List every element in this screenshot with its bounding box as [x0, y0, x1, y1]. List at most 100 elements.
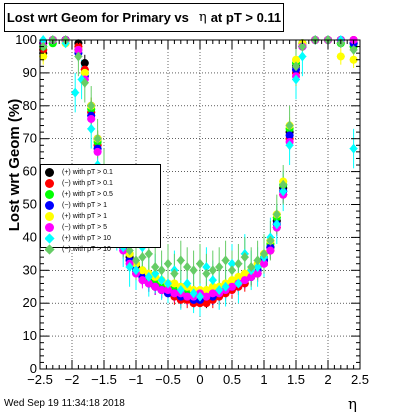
y-tick-label: 40: [23, 229, 37, 244]
timestamp: Wed Sep 19 11:34:18 2018: [4, 398, 125, 409]
legend-marker: [45, 190, 54, 199]
data-point: [279, 186, 288, 197]
data-point: [202, 286, 211, 295]
data-markers: [39, 35, 358, 308]
x-tick-label: −1: [129, 372, 144, 387]
data-point: [157, 275, 166, 286]
data-point: [196, 258, 204, 269]
data-point: [74, 45, 83, 54]
legend-entry: (−) with pT > 0.1: [45, 178, 160, 189]
data-point: [253, 269, 262, 278]
data-point: [87, 100, 96, 111]
data-point: [215, 285, 224, 296]
legend-label: (−) with pT > 1: [62, 202, 108, 209]
x-tick-label: 2: [324, 372, 331, 387]
data-point: [138, 266, 147, 275]
legend-marker: [45, 168, 54, 177]
data-point: [87, 114, 96, 123]
legend-marker: [45, 201, 54, 210]
data-point: [208, 275, 217, 286]
data-point: [170, 268, 179, 279]
legend-label: (−) with pT > 0.1: [62, 180, 113, 187]
data-point: [202, 262, 211, 273]
data-point: [240, 276, 249, 285]
data-point: [292, 74, 300, 85]
data-point: [272, 219, 281, 230]
data-point: [189, 265, 198, 276]
data-point: [292, 61, 300, 72]
data-point: [285, 131, 294, 140]
data-point: [157, 265, 166, 276]
chart-title-main: Lost wrt Geom for Primary vs: [6, 10, 189, 25]
legend-entry: (−) with pT > 1: [45, 200, 160, 211]
data-point: [266, 235, 275, 246]
data-point: [298, 41, 307, 52]
y-tick-label: 80: [23, 98, 37, 113]
legend-marker: [45, 212, 54, 221]
data-point: [240, 269, 249, 278]
data-point: [208, 282, 217, 291]
data-point: [164, 258, 172, 269]
data-point: [80, 68, 89, 77]
data-point: [196, 291, 204, 302]
legend-entry: (−) with pT > 10: [45, 244, 160, 255]
data-point: [39, 52, 48, 61]
data-point: [208, 265, 217, 276]
data-point: [221, 281, 230, 292]
data-point: [74, 51, 83, 62]
data-point: [125, 245, 134, 256]
data-point: [221, 255, 230, 266]
legend-label: (−) with pT > 5: [62, 224, 108, 231]
data-point: [234, 258, 243, 269]
x-tick-label: 0: [196, 372, 203, 387]
legend-entry: (−) with pT > 5: [45, 222, 160, 233]
legend-label: (+) with pT > 0.1: [62, 169, 113, 176]
data-point: [144, 279, 153, 288]
data-point: [285, 140, 294, 151]
data-point: [228, 265, 236, 276]
data-point: [202, 268, 211, 279]
data-point: [298, 51, 307, 62]
data-point: [151, 268, 160, 279]
data-point: [349, 55, 358, 64]
data-point: [138, 276, 147, 285]
data-point: [93, 133, 102, 144]
data-point: [202, 292, 211, 301]
data-point: [164, 278, 172, 289]
y-tick-label: 30: [23, 262, 37, 277]
data-point: [285, 120, 294, 131]
y-axis-label-text: Lost wrt Geom (%): [6, 98, 23, 232]
legend-entry: (+) with pT > 1: [45, 211, 160, 222]
y-tick-label: 100: [15, 32, 37, 47]
data-point: [170, 279, 179, 288]
data-point: [132, 265, 140, 276]
x-tick-label: −1.5: [91, 372, 117, 387]
data-point: [336, 52, 345, 61]
legend-entry: (+) with pT > 0.1: [45, 167, 160, 178]
data-point: [279, 179, 288, 190]
legend-marker: [45, 179, 54, 188]
x-tick-label: 2.5: [351, 372, 369, 387]
data-point: [253, 255, 262, 266]
data-point: [164, 286, 172, 295]
data-point: [183, 262, 192, 273]
chart-title-suffix: at pT > 0.11: [210, 10, 282, 25]
data-point: [176, 285, 185, 296]
data-point: [349, 44, 358, 55]
data-point: [228, 258, 236, 269]
chart-title: Lost wrt Geom for Primary vs η at pT > 0…: [4, 3, 284, 32]
y-tick-label: 0: [30, 361, 37, 376]
data-point: [247, 262, 256, 273]
chart-title-eta: η: [198, 10, 207, 25]
tick-labels: −2.5 −2 −1.5 −1 −0.5 0 0.5 1 1.5 2 2.5 0 10 20 30 40 50 6…: [15, 32, 369, 387]
data-point: [80, 77, 89, 88]
data-point: [234, 278, 243, 289]
y-tick-label: 20: [23, 295, 37, 310]
legend-entry: (+) with pT > 0.5: [45, 189, 160, 200]
x-axis-label: η: [348, 395, 357, 413]
x-tick-label: −2: [65, 372, 80, 387]
data-point: [266, 246, 275, 255]
legend-label: (+) with pT > 10: [62, 235, 111, 242]
data-point: [125, 262, 134, 273]
data-point: [93, 147, 102, 156]
